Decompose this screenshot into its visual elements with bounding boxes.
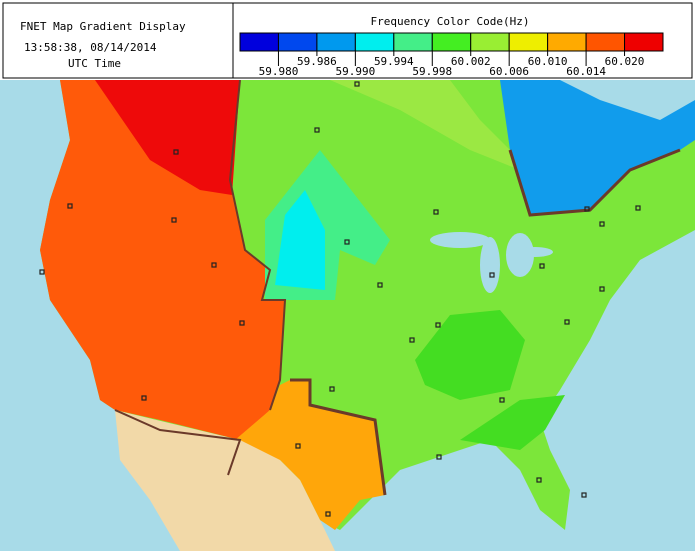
border: [508, 148, 681, 217]
cyan-region: [275, 190, 325, 290]
legend-label: 60.014: [566, 65, 606, 78]
legend: 59.98059.98659.99059.99459.99860.00260.0…: [239, 32, 664, 78]
mexico: [115, 410, 335, 551]
dark-green-region: [460, 395, 565, 450]
title: FNET Map Gradient Display: [20, 20, 186, 33]
legend-swatch: [624, 32, 664, 52]
border: [114, 409, 242, 476]
legend-swatch: [239, 32, 279, 52]
stations: [39, 81, 641, 517]
legend-swatch: [470, 32, 510, 52]
legend-label: 60.010: [528, 55, 568, 68]
red-region: [95, 80, 240, 195]
lake: [430, 232, 490, 248]
legend-label: 60.002: [451, 55, 491, 68]
lake: [480, 237, 500, 293]
bay: [560, 80, 695, 120]
legend-swatch: [354, 32, 395, 52]
legend-label: 59.980: [259, 65, 299, 78]
legend-swatch: [431, 32, 472, 52]
legend-swatch: [508, 32, 549, 52]
legend-label: 59.990: [335, 65, 375, 78]
legend-swatch: [585, 32, 626, 52]
legend-swatch: [316, 32, 356, 52]
border: [290, 378, 387, 496]
lake: [517, 247, 553, 257]
legend-swatch: [393, 32, 433, 52]
legend-title: Frequency Color Code(Hz): [371, 15, 530, 28]
lake: [506, 233, 534, 277]
legend-label: 59.994: [374, 55, 414, 68]
texas-region: [235, 380, 385, 530]
legend-swatch: [547, 32, 587, 52]
light-green-region: [210, 80, 520, 170]
legend-label: 60.020: [605, 55, 645, 68]
border: [228, 79, 287, 411]
legend-label: 60.006: [489, 65, 529, 78]
legend-label: 59.998: [412, 65, 452, 78]
dark-green-region: [415, 310, 525, 400]
timestamp: 13:58:38, 08/14/2014: [24, 41, 157, 54]
time-zone: UTC Time: [68, 57, 121, 70]
legend-swatch: [277, 32, 318, 52]
legend-label: 59.986: [297, 55, 337, 68]
